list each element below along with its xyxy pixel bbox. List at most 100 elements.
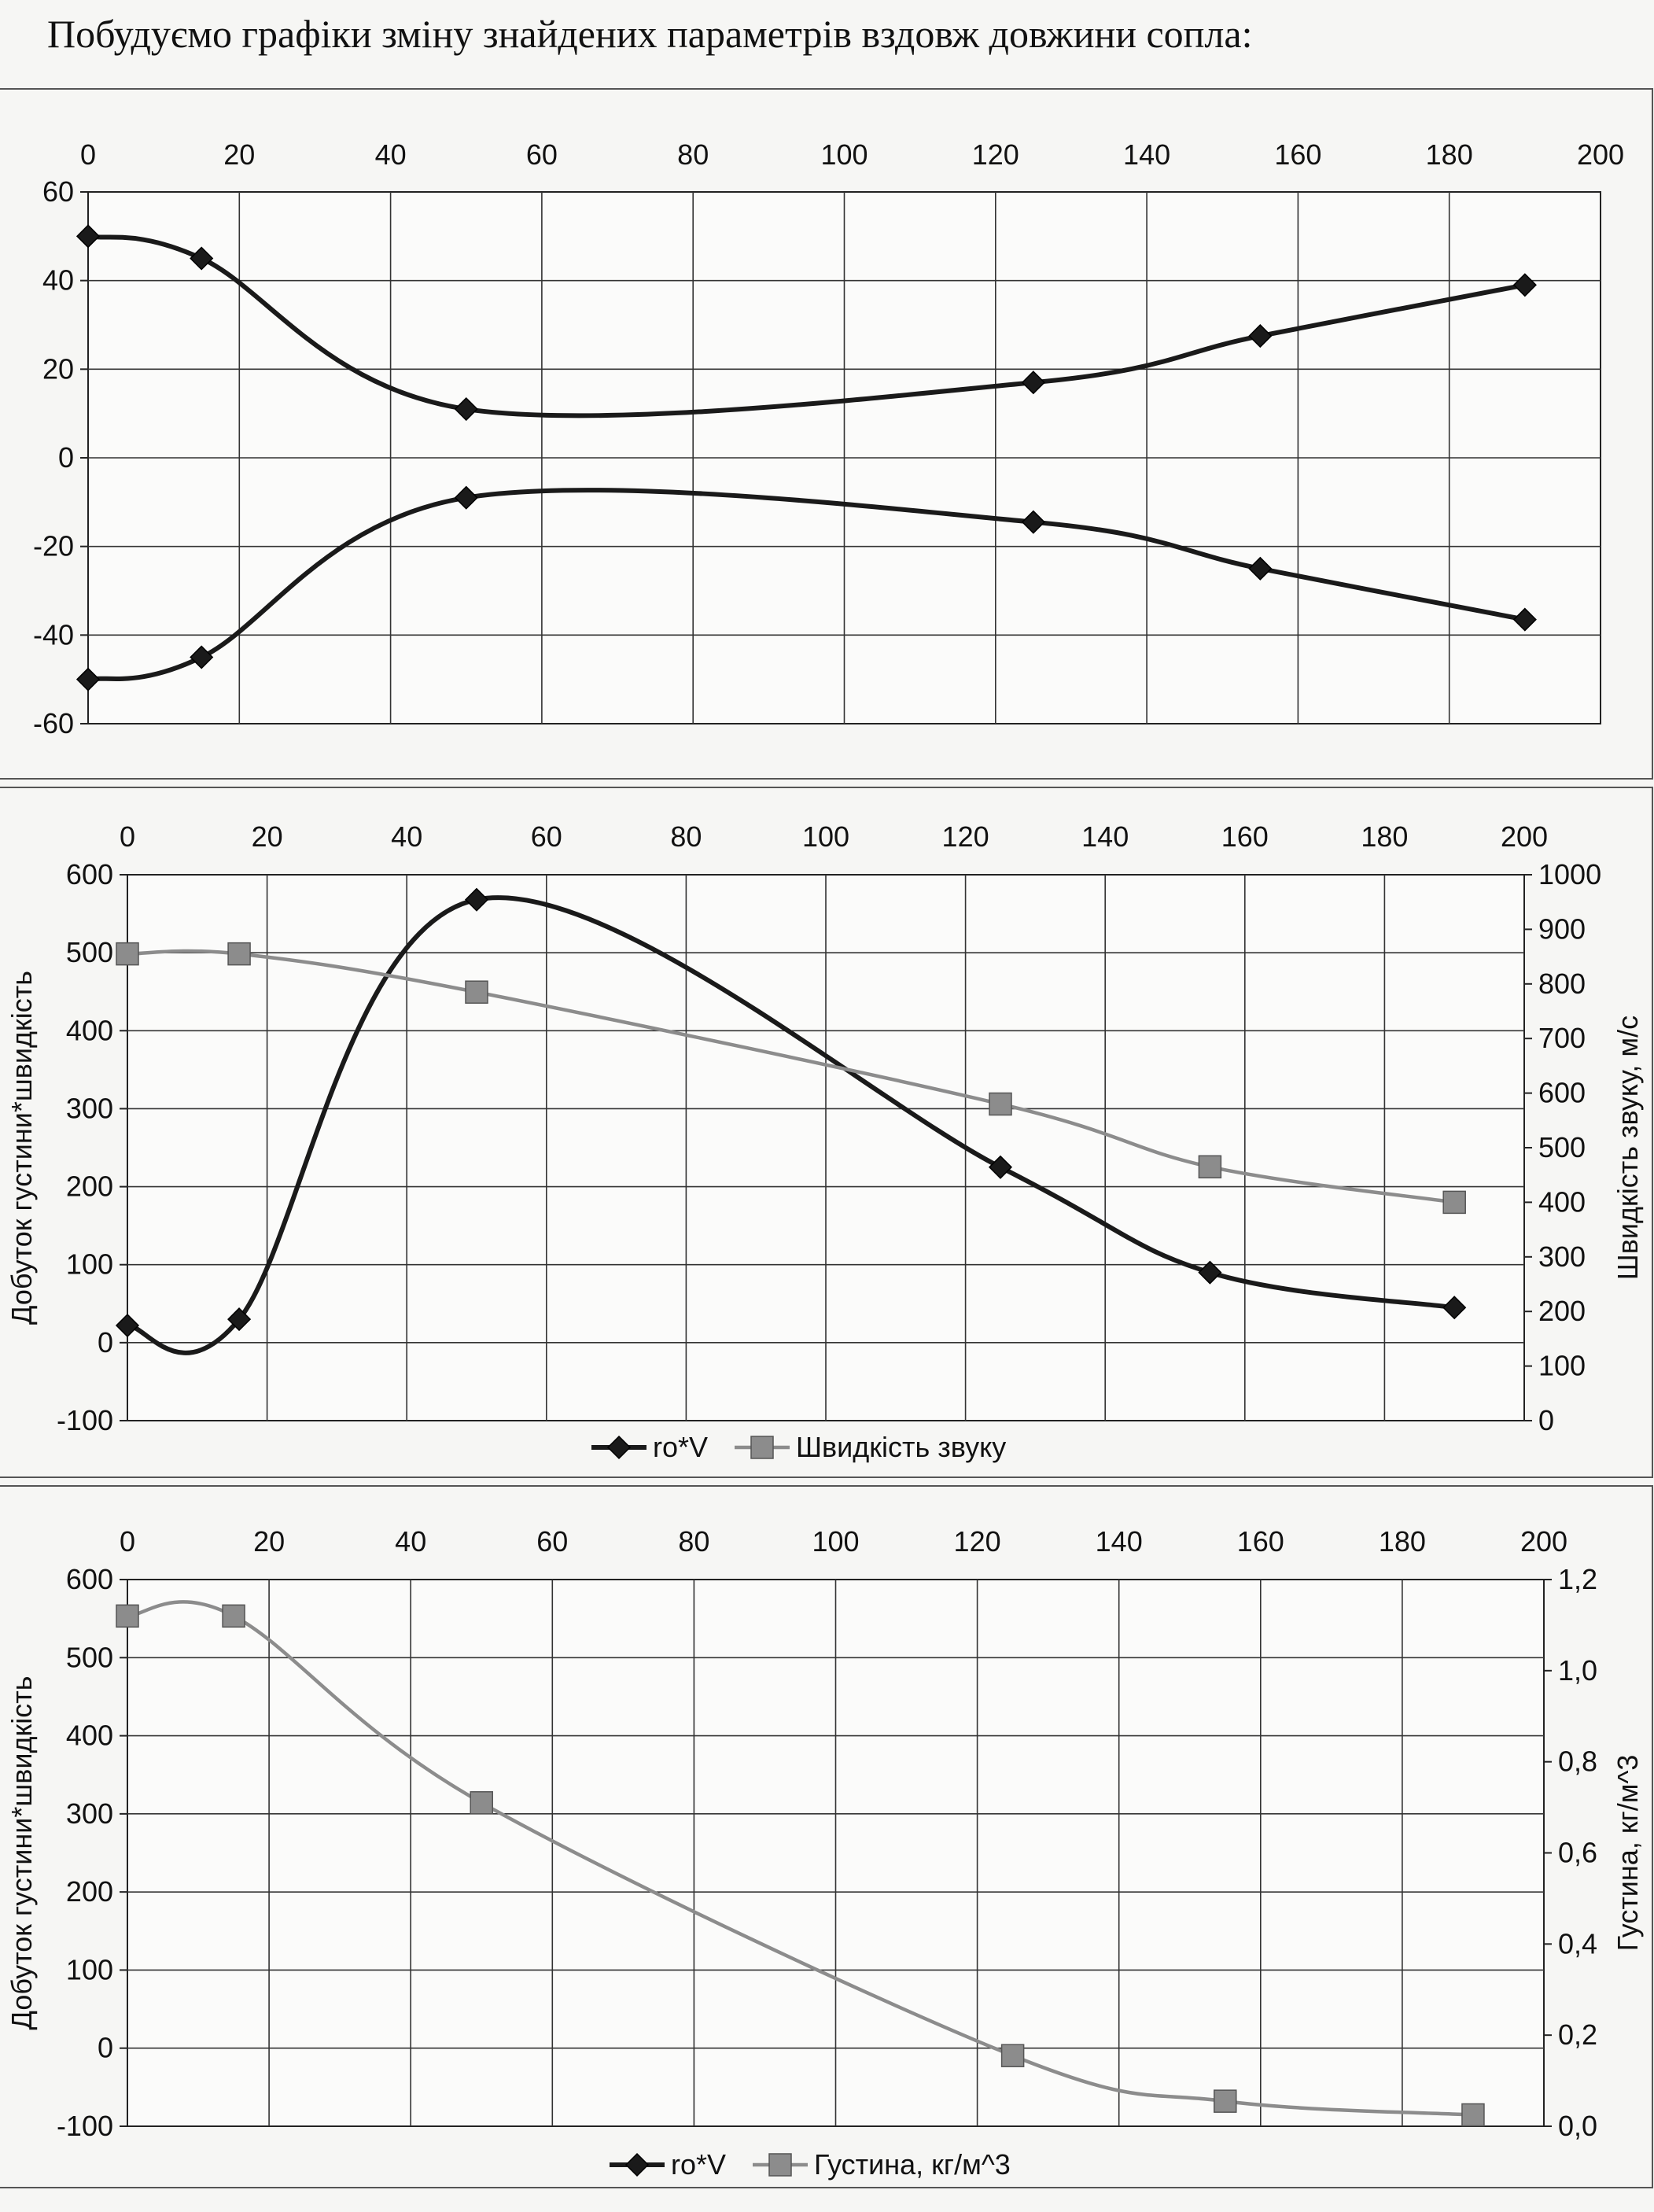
x-tick-label: 120 [942,820,989,853]
legend-swatch-marker [606,1435,632,1460]
legend-label: Швидкість звуку [796,1431,1006,1463]
y-tick-label: 100 [66,1953,113,1985]
x-tick-label: 0 [80,138,96,171]
series-line [87,234,1526,418]
y-tick-label: 60 [42,175,74,208]
x-tick-label: 200 [1520,1525,1567,1558]
y2-axis-title: Густина, кг/м^3 [1612,1755,1644,1952]
chart-mass-flux-sound-speed: 0 20 40 60 80 100 120 140 160 180 200 600 500 400 300 2… [6,820,1644,1463]
x-tick-label: 140 [1123,138,1170,171]
y2-tick-label: 1,2 [1558,1563,1597,1595]
data-point [1512,607,1537,632]
y-tick-label: -20 [33,530,74,562]
x-tick-label: 60 [536,1525,568,1558]
x-tick-label: 180 [1426,138,1473,171]
x-tick-label: 80 [678,1525,709,1558]
data-point [1442,1190,1466,1215]
x-tick-label: 160 [1274,138,1321,171]
x-tick-label: 120 [954,1525,1001,1558]
y-tick-label: 200 [66,1171,113,1203]
y2-tick-label: 0,0 [1558,2110,1597,2142]
chart-nozzle-profile: 0 20 40 60 80 100 120 140 160 180 2006040200-20-40… [33,138,1624,739]
y2-tick-label: 0,6 [1558,1837,1597,1869]
data-point [1000,2044,1025,2067]
data-point [1021,371,1045,395]
y-tick-label: 200 [66,1875,113,1908]
data-point [1021,510,1045,534]
data-point [190,645,214,669]
legend-swatch-marker [750,1436,774,1459]
y2-tick-label: 1000 [1538,858,1601,890]
data-point [76,667,101,691]
x-tick-label: 60 [531,820,562,853]
x-tick-label: 0 [120,820,135,853]
data-point [470,1791,493,1815]
data-point [989,1092,1012,1116]
y2-tick-label: 0,8 [1558,1746,1597,1778]
data-point [1248,324,1273,348]
x-tick-label: 0 [120,1525,135,1558]
x-tick-label: 20 [253,1525,285,1558]
x-tick-label: 20 [252,820,283,853]
y-tick-label: 300 [66,1092,113,1124]
chart-frame-3 [0,1485,1653,2188]
series-1 [116,942,1466,1215]
x-tick-label: 180 [1361,820,1408,853]
y-tick-label: -100 [57,1404,113,1436]
data-point [227,1307,252,1332]
y-tick-label: 600 [66,1563,113,1595]
data-point [190,246,214,271]
x-tick-label: 20 [223,138,255,171]
y2-tick-label: 600 [1538,1077,1586,1109]
y-tick-label: 500 [66,936,113,968]
x-tick-label: 40 [391,820,422,853]
y-tick-label: 0 [58,441,74,474]
series-line [127,1600,1474,2117]
x-tick-label: 160 [1237,1525,1284,1558]
y-tick-label: 600 [66,858,113,890]
data-point [222,1604,245,1628]
y2-tick-label: 400 [1538,1185,1586,1218]
y-tick-label: 40 [42,264,74,297]
x-tick-label: 100 [802,820,849,853]
x-tick-label: 100 [820,138,868,171]
x-tick-label: 40 [375,138,407,171]
data-point [116,942,139,966]
data-point [1461,2103,1485,2127]
y-tick-label: 20 [42,352,74,385]
y2-tick-label: 700 [1538,1022,1586,1054]
x-tick-label: 40 [395,1525,426,1558]
y-tick-label: 0 [98,2032,113,2064]
series-line [127,949,1455,1204]
data-point [454,485,478,510]
y-tick-label: -100 [57,2110,113,2142]
data-point [1214,2089,1237,2113]
series-1 [76,485,1537,691]
x-tick-label: 140 [1096,1525,1143,1558]
data-point [116,1604,139,1628]
legend-swatch-marker [624,2152,650,2177]
legend-swatch-marker [768,2153,792,2177]
y2-tick-label: 800 [1538,968,1586,1000]
y-tick-label: 300 [66,1797,113,1830]
y2-tick-label: 900 [1538,912,1586,945]
legend: ro*V Густина, кг/м^3 [610,2148,1011,2181]
legend-label: Густина, кг/м^3 [814,2148,1011,2181]
y2-tick-label: 500 [1538,1131,1586,1163]
data-point [227,942,251,966]
y2-tick-label: 200 [1538,1295,1586,1327]
series-1 [116,1600,1485,2127]
data-point [76,224,101,249]
y2-tick-label: 0 [1538,1404,1554,1436]
data-point [115,1313,140,1338]
x-tick-label: 60 [526,138,558,171]
x-tick-label: 80 [670,820,702,853]
legend-label: ro*V [671,2148,726,2181]
y2-tick-label: 0,2 [1558,2018,1597,2051]
y-tick-label: -60 [33,707,74,739]
chart-frame-1 [0,88,1653,780]
x-tick-label: 140 [1081,820,1129,853]
series-line [87,488,1526,682]
legend: ro*V Швидкість звуку [591,1431,1006,1463]
